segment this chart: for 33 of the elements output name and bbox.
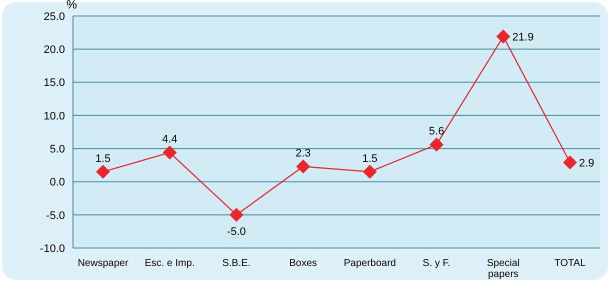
x-tick-label: TOTAL bbox=[554, 258, 586, 269]
point bbox=[362, 164, 377, 179]
x-tick-label: Paperboard bbox=[344, 258, 396, 269]
point bbox=[229, 208, 244, 222]
x-tick-label: Esc. e Imp. bbox=[144, 258, 195, 269]
data-label: 2.9 bbox=[579, 157, 594, 170]
point bbox=[430, 138, 444, 152]
data-label: 2.3 bbox=[295, 147, 311, 160]
x-tick-label: Special papers bbox=[486, 258, 520, 280]
y-tick-label: 10.0 bbox=[44, 110, 65, 122]
data-label: 1.5 bbox=[95, 152, 111, 165]
y-tick-label: 20.0 bbox=[44, 44, 65, 56]
y-tick-label: 15.0 bbox=[44, 77, 65, 90]
x-tick-label: Newspaper bbox=[78, 258, 129, 269]
point bbox=[296, 159, 310, 174]
data-label: 1.5 bbox=[362, 152, 378, 165]
x-tick-label: S.B.E. bbox=[222, 258, 251, 269]
x-tick-label: Boxes bbox=[289, 258, 318, 269]
data-label: 21.9 bbox=[512, 32, 534, 44]
y-tick-label: 0.0 bbox=[50, 176, 65, 189]
y-axis-title: % bbox=[66, 0, 78, 12]
data-label: 5.6 bbox=[428, 126, 444, 138]
y-tick-label: -10.0 bbox=[40, 242, 65, 255]
point bbox=[162, 146, 177, 160]
y-tick-label: -5.0 bbox=[46, 210, 65, 222]
point bbox=[96, 164, 110, 179]
y-tick-label: 25.0 bbox=[44, 10, 65, 23]
data-label: -5.0 bbox=[226, 226, 246, 238]
point bbox=[563, 155, 577, 170]
point bbox=[496, 30, 510, 44]
data-label: 4.4 bbox=[162, 134, 178, 146]
y-tick-label: 5.0 bbox=[50, 143, 65, 156]
x-tick-label: S. y F. bbox=[422, 258, 450, 269]
